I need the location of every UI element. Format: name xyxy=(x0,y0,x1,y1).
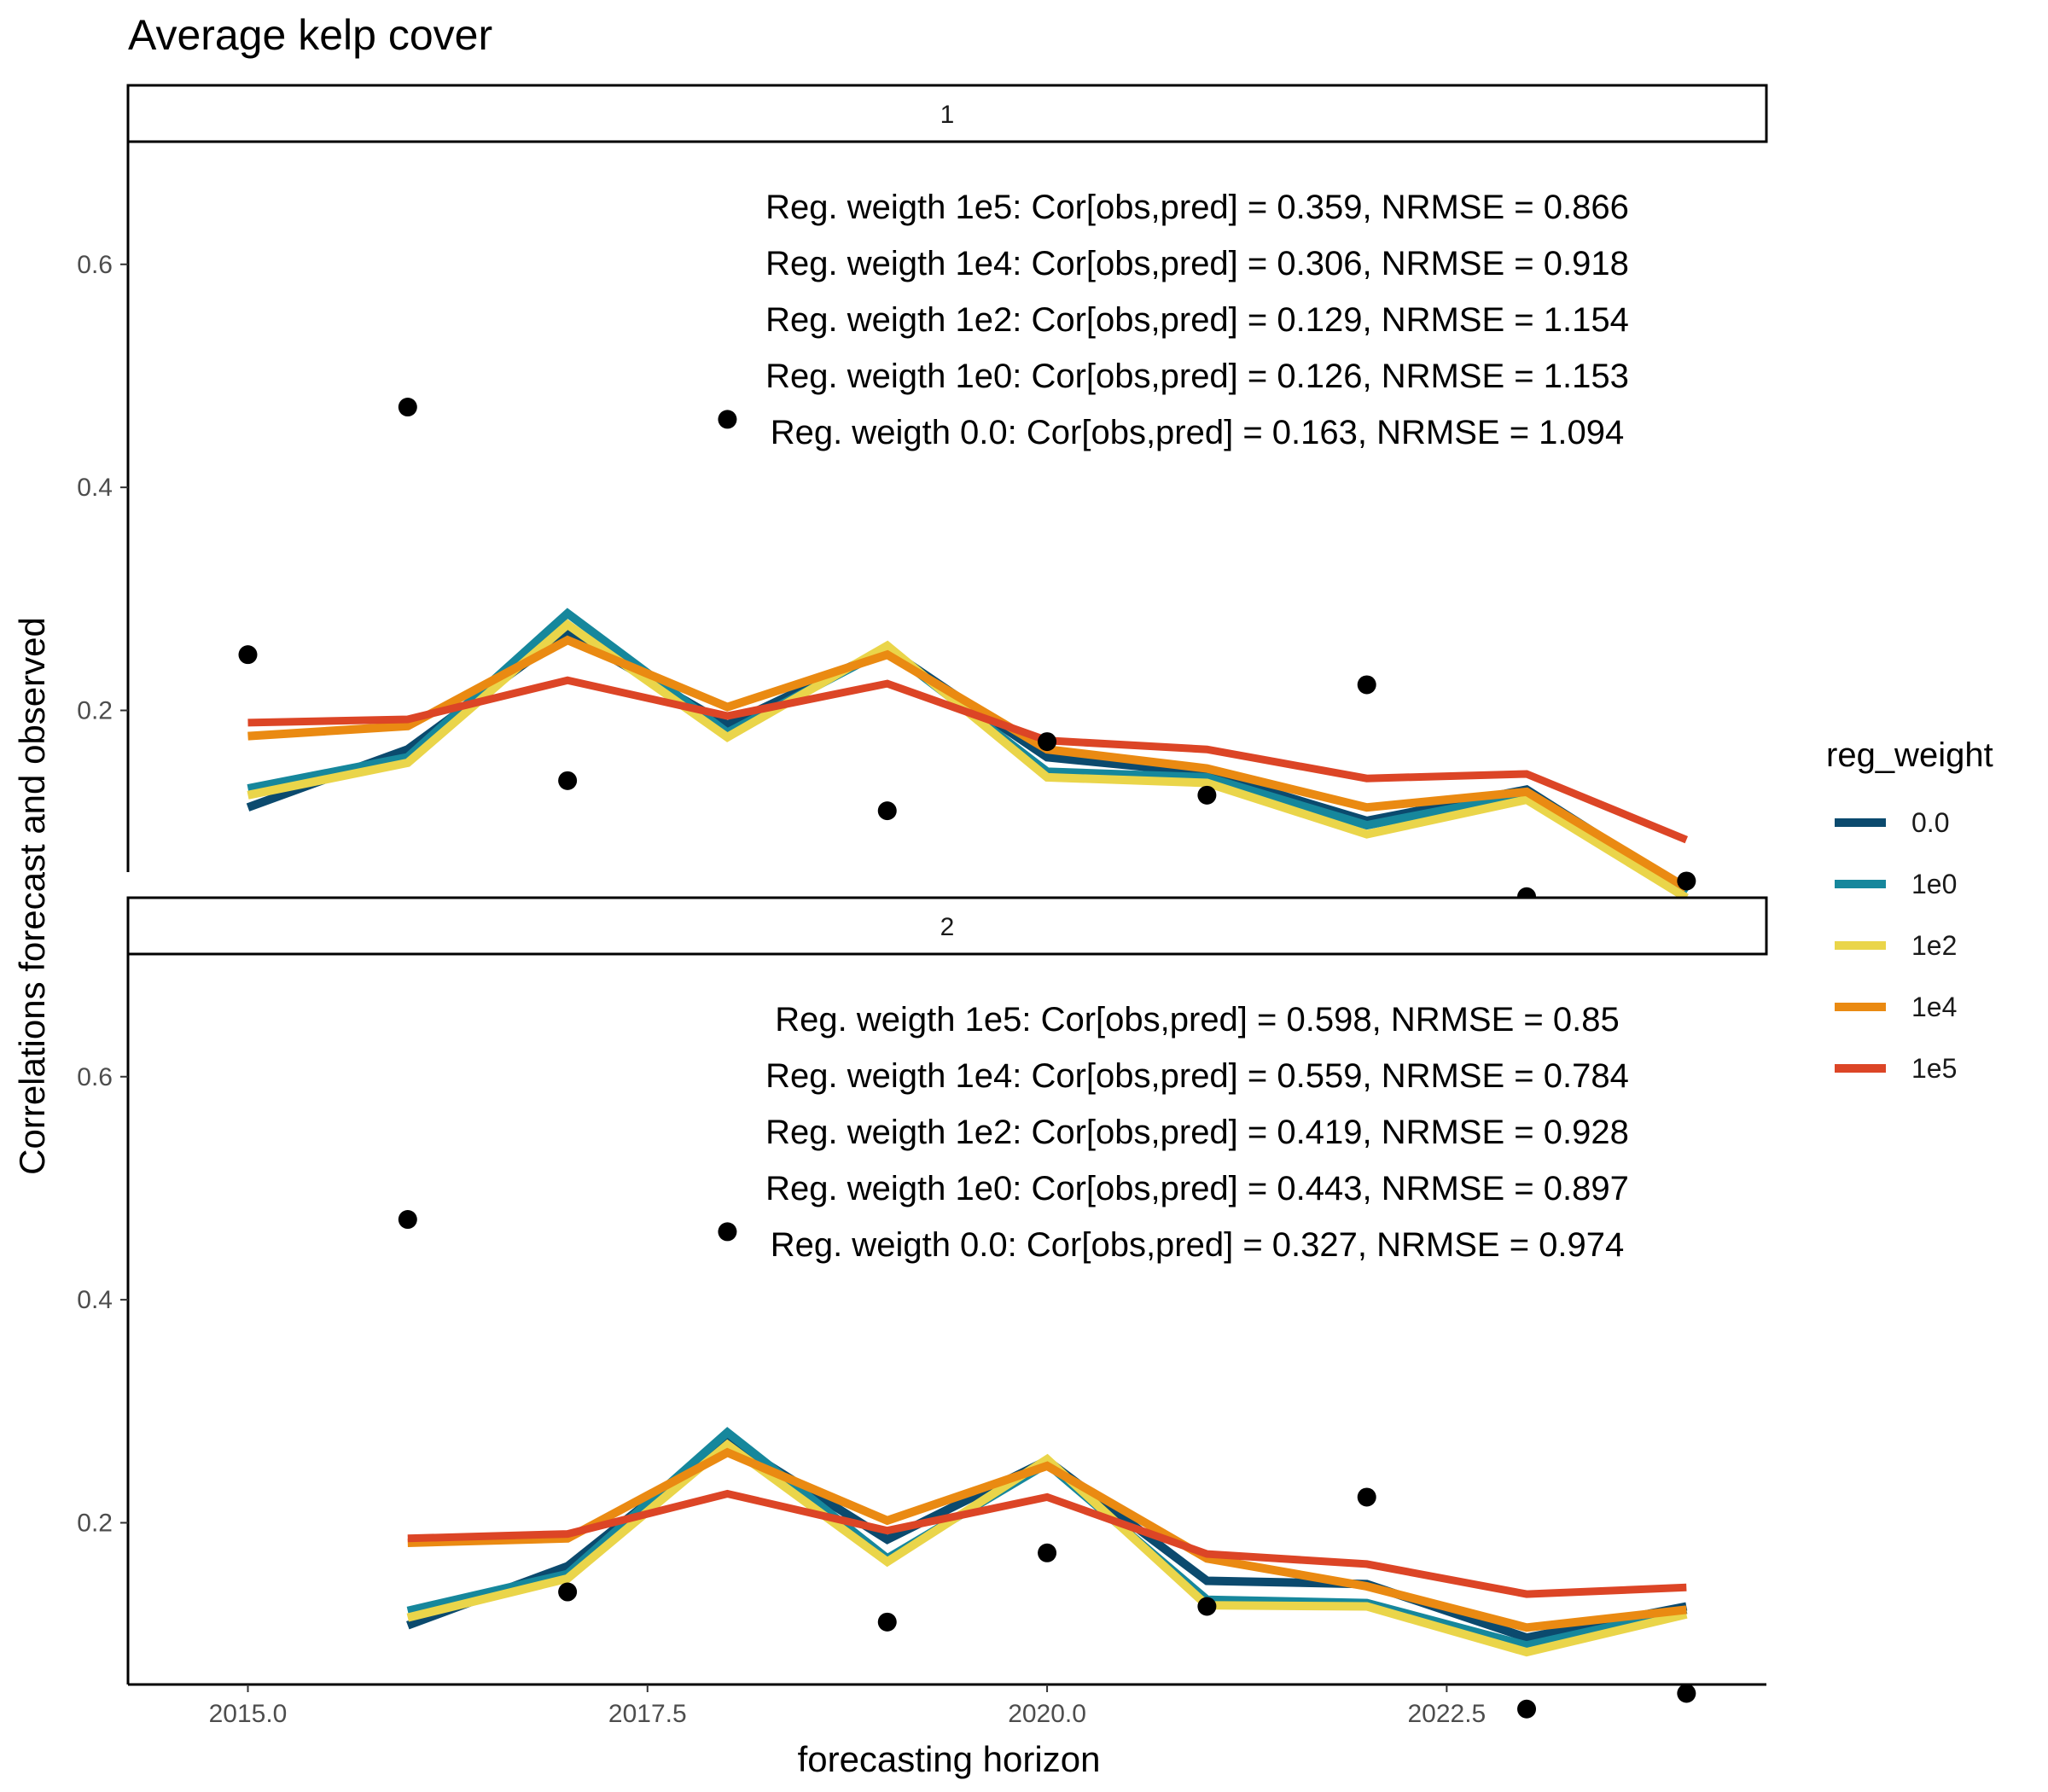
observed-point xyxy=(558,771,578,790)
series-line-1e5 xyxy=(247,676,1689,844)
observed-point xyxy=(1038,1543,1057,1562)
legend-item-1e0: 1e0 xyxy=(1835,869,1957,899)
panel-strip xyxy=(126,896,1768,956)
annotation-text: Reg. weigth 0.0: Cor[obs,pred] = 0.163, … xyxy=(771,414,1625,451)
annotation-text: Reg. weigth 1e5: Cor[obs,pred] = 0.359, … xyxy=(765,189,1629,226)
y-tick-label: 0.2 xyxy=(77,1510,113,1538)
legend-item-1e4: 1e4 xyxy=(1835,992,1957,1022)
panel-strip xyxy=(126,84,1768,143)
x-axis-title: forecasting horizon xyxy=(798,1739,1101,1779)
y-axis-title: Correlations forecast and observed xyxy=(12,617,52,1175)
series-line-1e5 xyxy=(407,1489,1687,1598)
y-tick-label: 0.4 xyxy=(77,1286,113,1314)
observed-point xyxy=(398,1210,417,1230)
legend-title: reg_weight xyxy=(1826,736,1993,774)
observed-point xyxy=(718,1222,737,1242)
x-tick-label: 2022.5 xyxy=(1407,1700,1486,1728)
annotation-text: Reg. weigth 1e0: Cor[obs,pred] = 0.443, … xyxy=(765,1170,1629,1207)
x-tick-label: 2017.5 xyxy=(608,1700,687,1728)
legend-item-1e2: 1e2 xyxy=(1835,930,1957,961)
observed-point xyxy=(558,1582,578,1602)
annotation-text: Reg. weigth 1e4: Cor[obs,pred] = 0.306, … xyxy=(765,245,1629,282)
panel-2: 2 0.2 0.4 0.6 Reg. weigth 1e5: Cor[obs,pred]… xyxy=(77,896,1768,1728)
annotation-text: Reg. weigth 1e2: Cor[obs,pred] = 0.419, … xyxy=(765,1114,1629,1151)
annotation-text: Reg. weigth 0.0: Cor[obs,pred] = 0.327, … xyxy=(771,1226,1625,1264)
annotation-text: Reg. weigth 1e0: Cor[obs,pred] = 0.126, … xyxy=(765,358,1629,395)
y-tick-label: 0.2 xyxy=(77,697,113,725)
panels-layer: 1 0.2 0.4 0.6 Reg. weigth 1e5: Cor[obs,pred]… xyxy=(77,84,1768,1728)
observed-point xyxy=(1197,1597,1217,1616)
observed-point xyxy=(398,398,417,417)
observed-point xyxy=(1357,1487,1376,1507)
legend-label: 1e0 xyxy=(1911,869,1957,899)
legend-label: 1e5 xyxy=(1911,1053,1957,1084)
series-line-1e2 xyxy=(406,1439,1688,1657)
observed-point xyxy=(1517,1699,1537,1719)
observed-point xyxy=(1677,1684,1696,1703)
legend-label: 0.0 xyxy=(1911,807,1949,838)
panel-strip-label: 1 xyxy=(940,101,955,129)
observed-point xyxy=(877,1612,897,1632)
annotation-text: Reg. weigth 1e5: Cor[obs,pred] = 0.598, … xyxy=(775,1001,1619,1039)
legend-item-1e5: 1e5 xyxy=(1835,1053,1957,1084)
observed-point xyxy=(1677,871,1696,891)
chart-title: Average kelp cover xyxy=(128,11,492,59)
observed-point xyxy=(1197,785,1217,805)
legend-items: 0.0 1e0 1e2 1e4 1e5 xyxy=(1835,807,1957,1084)
series-line-1e4 xyxy=(247,635,1689,892)
y-tick-label: 0.6 xyxy=(77,251,113,279)
legend-item-0-0: 0.0 xyxy=(1835,807,1949,838)
observed-point xyxy=(718,410,737,429)
observed-point xyxy=(877,801,897,821)
x-tick-label: 2015.0 xyxy=(209,1700,288,1728)
annotation-text: Reg. weigth 1e4: Cor[obs,pred] = 0.559, … xyxy=(765,1057,1629,1095)
legend: reg_weight 0.0 1e0 1e2 1e4 1e5 xyxy=(1826,736,1993,1084)
legend-label: 1e2 xyxy=(1911,930,1957,961)
observed-point xyxy=(238,645,258,665)
x-tick-label: 2020.0 xyxy=(1008,1700,1086,1728)
y-tick-label: 0.4 xyxy=(77,474,113,502)
observed-point xyxy=(1038,732,1057,752)
panel-1: 1 0.2 0.4 0.6 Reg. weigth 1e5: Cor[obs,pred]… xyxy=(77,84,1768,906)
y-tick-label: 0.6 xyxy=(77,1063,113,1091)
observed-point xyxy=(1357,675,1376,695)
annotation-text: Reg. weigth 1e2: Cor[obs,pred] = 0.129, … xyxy=(765,301,1629,339)
legend-label: 1e4 xyxy=(1911,992,1957,1022)
series-line-1e4 xyxy=(407,1447,1687,1632)
panel-strip-label: 2 xyxy=(940,913,955,941)
